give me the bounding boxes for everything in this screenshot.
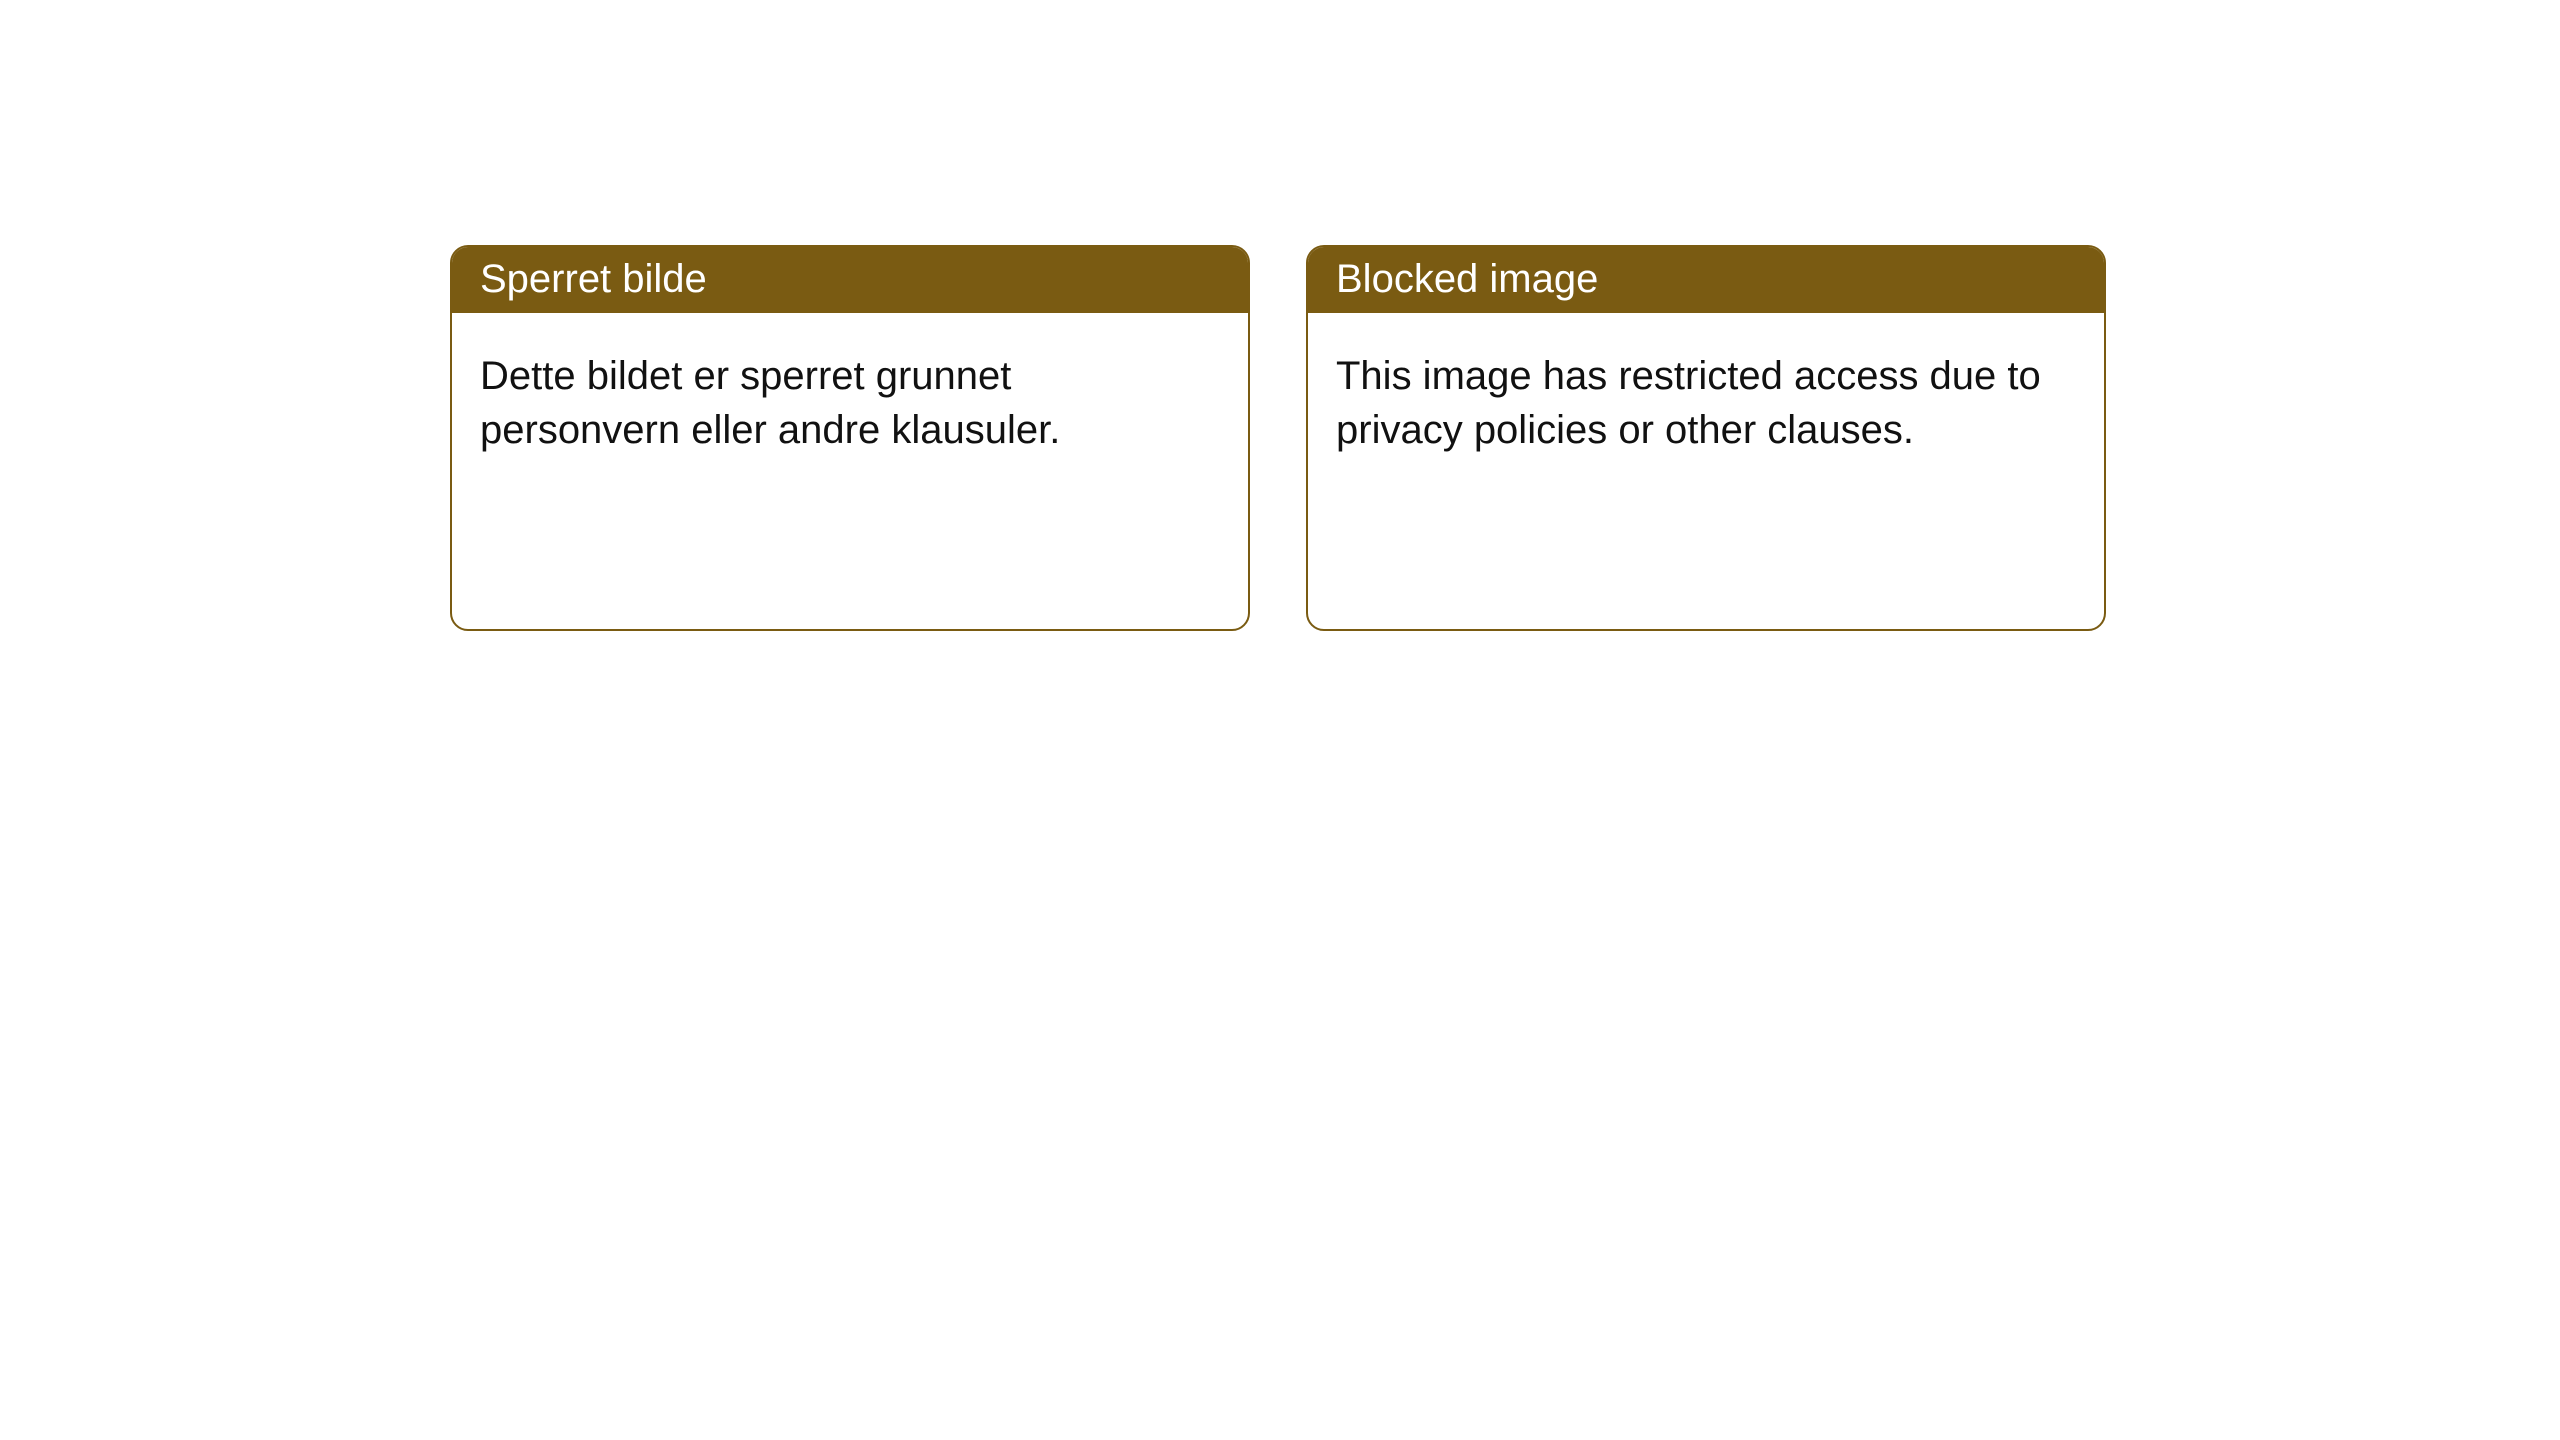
notice-card-norwegian: Sperret bilde Dette bildet er sperret gr…	[450, 245, 1250, 631]
notice-body-norwegian: Dette bildet er sperret grunnet personve…	[452, 313, 1248, 629]
notice-header-norwegian: Sperret bilde	[452, 247, 1248, 313]
notice-container: Sperret bilde Dette bildet er sperret gr…	[0, 0, 2560, 631]
notice-body-english: This image has restricted access due to …	[1308, 313, 2104, 629]
notice-card-english: Blocked image This image has restricted …	[1306, 245, 2106, 631]
notice-header-english: Blocked image	[1308, 247, 2104, 313]
